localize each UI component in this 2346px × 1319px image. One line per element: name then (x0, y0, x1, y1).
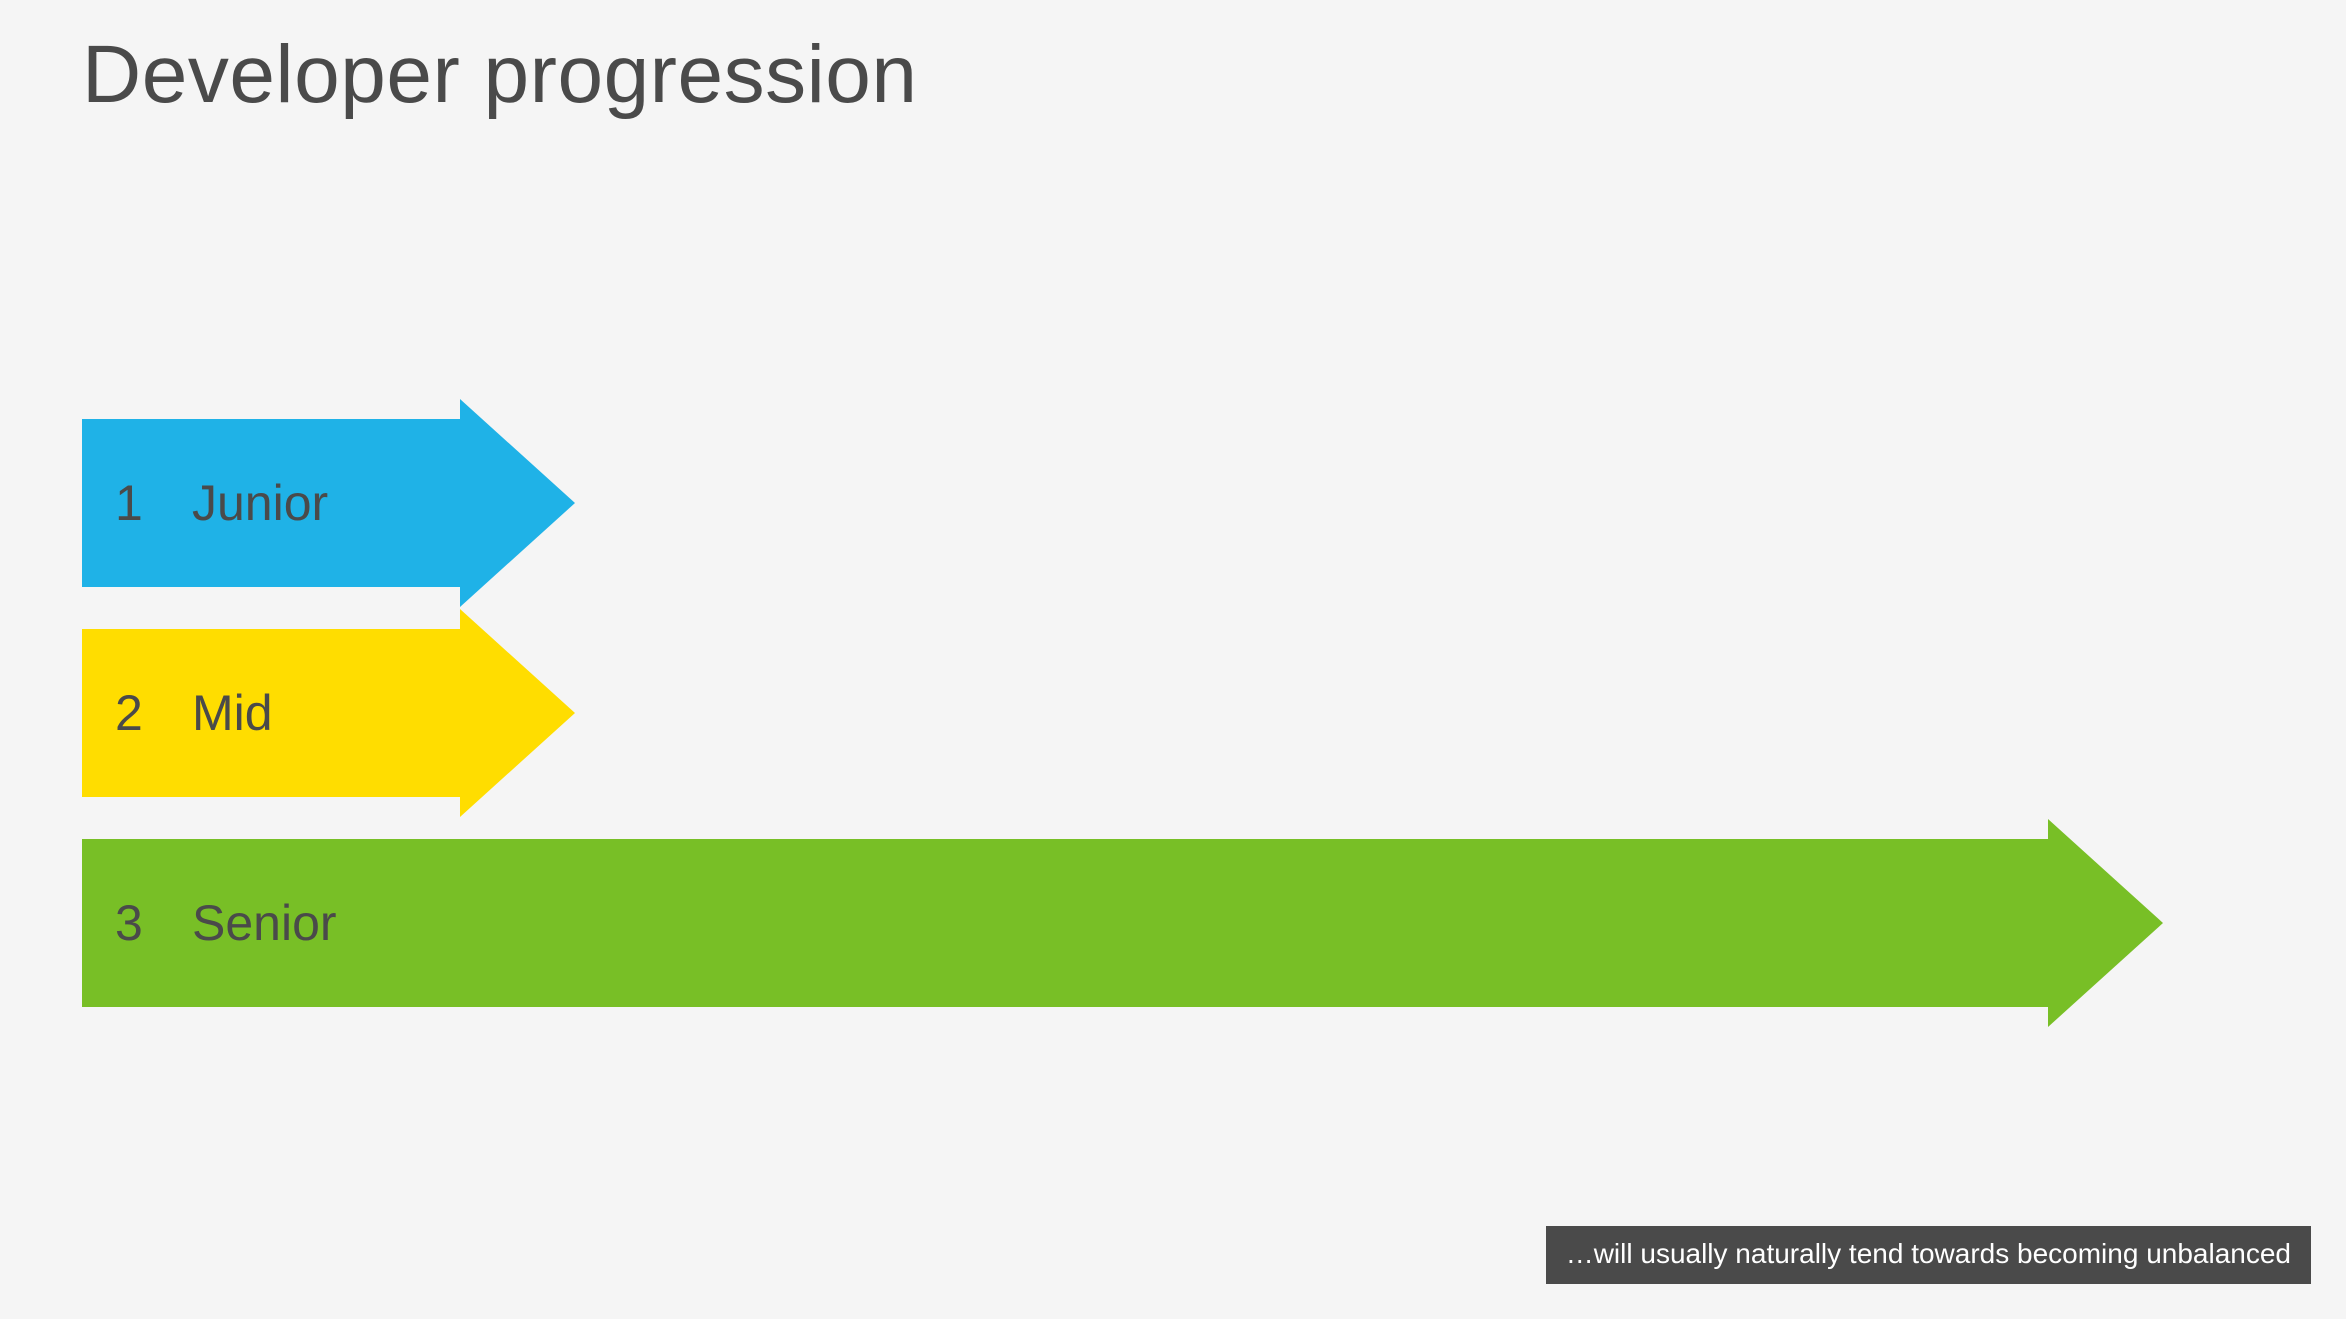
arrow-number: 1 (115, 475, 143, 531)
progression-arrows: 1 Junior 2 Mid 3 Senior (0, 0, 2346, 1319)
arrow-number: 2 (115, 685, 143, 741)
arrow-number: 3 (115, 895, 143, 951)
arrow-label: Junior (192, 475, 328, 531)
slide: Developer progression 1Junior2Mid3Senior… (0, 0, 2346, 1319)
caption-box: …will usually naturally tend towards bec… (1546, 1226, 2311, 1284)
arrow-label: Mid (192, 685, 273, 741)
arrow-label: Senior (192, 895, 337, 951)
arrow-junior (82, 399, 575, 607)
arrow-mid (82, 609, 575, 817)
arrow-senior (82, 819, 2163, 1027)
